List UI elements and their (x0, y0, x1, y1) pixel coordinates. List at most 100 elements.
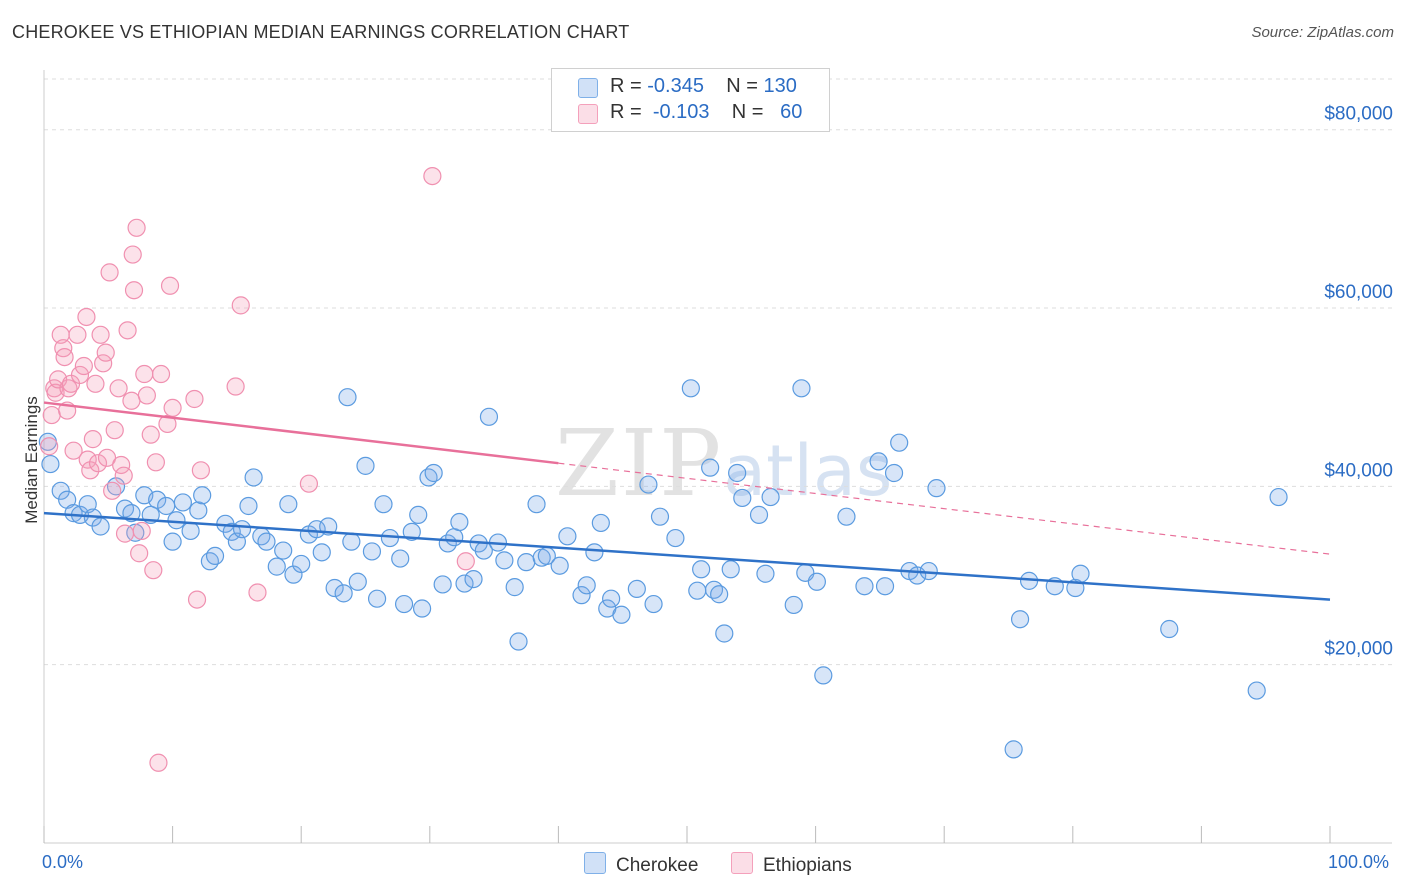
bottom-legend-label-ethiopians: Ethiopians (763, 855, 852, 876)
point-cherokee (362, 542, 382, 561)
point-cherokee (450, 512, 469, 532)
legend-n-label: N = (726, 75, 764, 97)
point-cherokee (41, 454, 60, 474)
point-ethiopians (299, 474, 319, 493)
point-ethiopians (248, 583, 267, 602)
y-tick-label: $60,000 (1324, 282, 1393, 303)
point-cherokee (550, 556, 569, 575)
point-ethiopians (149, 753, 168, 772)
point-cherokee (409, 505, 428, 524)
point-ethiopians (137, 386, 156, 405)
point-ethiopians (130, 544, 149, 563)
bottom-legend-cherokee: Cherokee (584, 852, 698, 877)
point-cherokee (701, 458, 720, 477)
point-ethiopians (158, 414, 177, 434)
legend-r-label: R = (610, 101, 648, 123)
point-ethiopians (55, 347, 74, 367)
y-tick-label: $80,000 (1324, 104, 1393, 125)
point-cherokee (644, 594, 663, 614)
point-cherokee (792, 379, 811, 398)
point-cherokee (479, 407, 499, 426)
point-ethiopians (74, 356, 93, 376)
point-ethiopians (70, 365, 90, 385)
point-cherokee (173, 493, 192, 512)
point-ethiopians (86, 374, 105, 393)
point-ethiopians (115, 524, 135, 543)
point-cherokee (666, 528, 685, 548)
point-cherokee (380, 528, 400, 548)
point-cherokee (394, 594, 414, 614)
point-cherokee (884, 463, 904, 483)
point-cherokee (505, 578, 524, 597)
point-cherokee (205, 546, 225, 566)
point-cherokee (455, 574, 474, 593)
point-cherokee (855, 577, 874, 596)
point-ethiopians (456, 552, 475, 571)
point-cherokee (639, 475, 658, 494)
point-ethiopians (112, 455, 131, 475)
point-cherokee (837, 507, 856, 526)
point-cherokee (733, 488, 752, 508)
bottom-legend-swatch-cherokee (584, 852, 606, 874)
point-cherokee (495, 551, 514, 570)
point-cherokee (710, 585, 729, 604)
point-cherokee (122, 504, 141, 523)
legend-n-label: N = (731, 101, 770, 123)
point-cherokee (890, 433, 909, 452)
point-cherokee (721, 560, 740, 579)
point-cherokee (267, 557, 286, 576)
point-ethiopians (94, 354, 113, 373)
point-cherokee (148, 490, 167, 509)
point-ethiopians (100, 263, 119, 282)
bottom-legend-ethiopians: Ethiopians (731, 852, 852, 877)
point-cherokee (509, 632, 528, 651)
point-cherokee (181, 521, 200, 541)
point-ethiopians (81, 461, 100, 480)
point-ethiopians (123, 245, 142, 264)
bottom-legend-label-cherokee: Cherokee (616, 855, 699, 876)
point-cherokee (312, 543, 331, 562)
point-cherokee (356, 456, 375, 475)
point-cherokee (157, 496, 176, 516)
point-cherokee (334, 584, 353, 603)
point-cherokee (200, 552, 219, 571)
point-cherokee (1269, 487, 1288, 507)
point-cherokee (64, 504, 83, 523)
point-cherokee (1160, 619, 1179, 639)
point-cherokee (232, 520, 252, 539)
point-ethiopians (64, 441, 83, 460)
point-cherokee (591, 513, 610, 533)
point-cherokee (1071, 564, 1090, 583)
point-cherokee (1010, 610, 1030, 629)
point-ethiopians (144, 561, 163, 580)
trend-line-ethiopians (43, 401, 559, 465)
point-cherokee (527, 495, 546, 514)
x-tick-left: 0.0% (42, 852, 84, 872)
point-cherokee (51, 481, 70, 500)
legend-r-label: R = (610, 75, 648, 97)
point-ethiopians (78, 450, 97, 469)
point-cherokee (78, 495, 97, 514)
legend-n-value: 130 (763, 75, 797, 97)
point-cherokee (927, 479, 946, 498)
point-cherokee (91, 517, 110, 536)
point-cherokee (784, 595, 803, 615)
point-cherokee (749, 505, 769, 524)
point-ethiopians (423, 166, 442, 186)
point-cherokee (464, 569, 483, 589)
point-cherokee (257, 532, 276, 551)
point-cherokee (274, 541, 293, 560)
watermark-zip: ZIP (555, 410, 724, 517)
point-ethiopians (187, 590, 207, 609)
point-cherokee (342, 532, 361, 551)
point-ethiopians (127, 218, 146, 237)
point-cherokee (807, 572, 826, 591)
point-ethiopians (141, 425, 160, 444)
bottom-legend-swatch-ethiopians (731, 852, 753, 874)
point-cherokee (1247, 681, 1266, 700)
legend-r-value: -0.345 (647, 75, 704, 97)
point-ethiopians (77, 307, 96, 327)
point-cherokee (517, 553, 536, 572)
point-ethiopians (114, 466, 133, 485)
